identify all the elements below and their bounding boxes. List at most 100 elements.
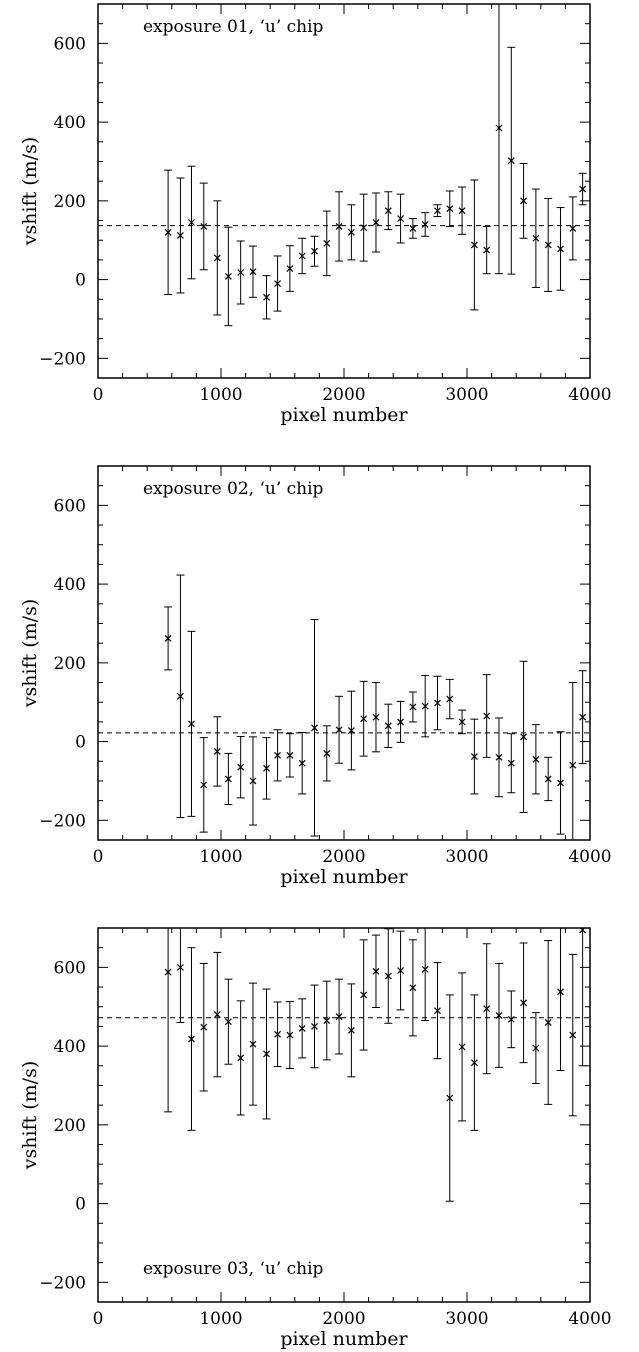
y-tick-label: 200 (54, 654, 86, 674)
data-point (213, 1011, 221, 1019)
data-point (372, 219, 380, 226)
y-tick-label: 0 (75, 271, 86, 291)
y-tick-label: 600 (54, 34, 86, 54)
data-point (557, 779, 564, 787)
data-point (421, 221, 429, 228)
data-point (421, 965, 429, 973)
data-point (458, 718, 466, 726)
x-tick-label: 3000 (445, 385, 488, 405)
data-point (263, 293, 270, 301)
x-tick-label: 0 (93, 847, 104, 867)
panel-exposure-02: 0 1000 2000 3000 4000 −200 0 200 400 600 pixel num… (19, 465, 612, 888)
data-point (470, 1059, 478, 1067)
data-point (200, 781, 208, 789)
y-tick-label: 200 (54, 1116, 86, 1136)
x-tick-label: 4000 (568, 1309, 611, 1329)
data-point (249, 268, 257, 276)
panel-label: exposure 01, ‘u’ chip (143, 17, 324, 37)
data-point (224, 775, 232, 783)
data-point (409, 224, 417, 232)
data-layer (98, 4, 590, 327)
data-point (164, 228, 172, 236)
y-tick-label: −200 (39, 1273, 86, 1293)
panel-label: exposure 03, ‘u’ chip (143, 1259, 324, 1279)
y-tick-label: 400 (54, 575, 86, 595)
data-point (495, 124, 503, 132)
panel-exposure-03: 0 1000 2000 3000 4000 −200 0 200 400 600 pixel num… (19, 927, 612, 1350)
data-point (274, 751, 282, 759)
data-point (579, 928, 587, 934)
data-point (507, 157, 515, 165)
data-point (323, 749, 331, 757)
data-point (286, 265, 294, 272)
data-point (372, 713, 380, 721)
data-point (397, 718, 405, 726)
y-tick-label: −200 (39, 349, 86, 369)
data-point (311, 247, 318, 255)
data-point (249, 1040, 257, 1048)
data-point (263, 764, 270, 772)
data-point (458, 207, 466, 215)
data-point (213, 254, 221, 262)
y-tick-label: 400 (54, 113, 86, 133)
data-point (298, 759, 306, 767)
y-tick-label: 600 (54, 496, 86, 516)
data-point (188, 219, 195, 226)
data-point (360, 715, 368, 723)
data-point (274, 280, 282, 287)
data-point (532, 234, 540, 242)
x-tick-label: 0 (93, 1309, 104, 1329)
data-point (557, 245, 564, 253)
data-point (164, 968, 172, 976)
data-point (520, 999, 528, 1007)
data-point (544, 1019, 552, 1026)
data-point (372, 967, 380, 975)
data-point (335, 726, 343, 734)
x-tick-label: 1000 (199, 1309, 242, 1329)
data-point (323, 1017, 331, 1024)
data-point (176, 232, 184, 239)
data-point (213, 747, 221, 755)
data-point (311, 1022, 318, 1030)
y-tick-label: 0 (75, 733, 86, 753)
x-tick-label: 2000 (322, 385, 365, 405)
x-tick-label: 1000 (199, 847, 242, 867)
data-point (434, 699, 441, 707)
x-tick-label: 4000 (568, 847, 611, 867)
y-axis-label: vshift (m/s) (19, 599, 41, 709)
plot-frame (97, 465, 591, 841)
data-point (200, 1023, 208, 1031)
data-point (483, 246, 491, 254)
x-tick-label: 2000 (322, 1309, 365, 1329)
x-tick-label: 3000 (445, 1309, 488, 1329)
data-point (286, 751, 294, 759)
x-tick-label: 0 (93, 385, 104, 405)
y-tick-label: −200 (39, 811, 86, 831)
panel-label: exposure 02, ‘u’ chip (143, 479, 324, 499)
plot-frame (97, 927, 591, 1303)
data-point (544, 241, 552, 249)
data-point (409, 984, 417, 992)
data-point (495, 753, 503, 761)
data-point (579, 713, 587, 721)
data-point (384, 972, 392, 980)
data-point (188, 1035, 195, 1043)
data-point (347, 228, 355, 236)
data-point (200, 223, 208, 230)
data-point (263, 1050, 270, 1058)
data-point (360, 224, 368, 232)
data-point (323, 239, 331, 247)
data-point (557, 988, 564, 996)
data-point (532, 755, 540, 763)
data-layer (98, 928, 590, 1202)
x-axis-label: pixel number (280, 866, 408, 888)
data-point (520, 733, 528, 741)
data-point (544, 775, 552, 783)
y-tick-label: 600 (54, 958, 86, 978)
y-axis-label: vshift (m/s) (19, 137, 41, 247)
data-point (495, 1011, 503, 1019)
data-point (176, 963, 184, 971)
data-point (470, 241, 478, 249)
y-tick-label: 0 (75, 1195, 86, 1215)
